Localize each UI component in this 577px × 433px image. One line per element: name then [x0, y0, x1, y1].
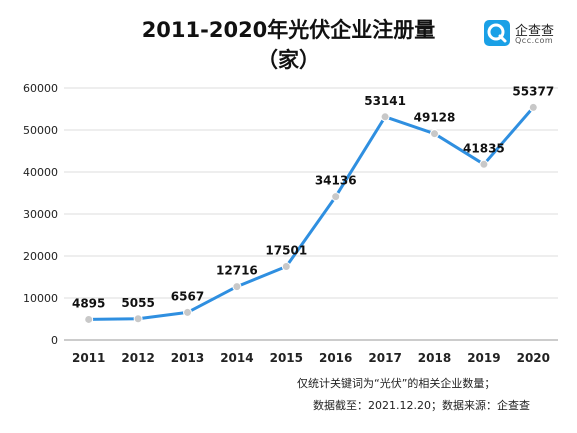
x-tick-label: 2018	[418, 351, 451, 365]
data-point	[479, 159, 489, 169]
grid-lines	[64, 87, 558, 341]
footnote-scope: 仅统计关键词为“光伏”的相关企业数量；	[297, 377, 496, 390]
x-tick-label: 2016	[319, 351, 352, 365]
qcc-logo: 企查查 Qcc.com	[484, 19, 568, 49]
x-tick-label: 2017	[368, 351, 401, 365]
data-point	[331, 192, 341, 202]
y-tick-label: 30000	[23, 208, 58, 221]
y-tick-label: 50000	[23, 124, 58, 137]
y-tick-label: 10000	[23, 292, 58, 305]
data-point	[430, 129, 439, 139]
chart-subtitle: （家）	[257, 48, 320, 72]
x-axis-ticks: 2011 2012 2013 2014 2015 2016 2017 2018 2019 2020	[72, 351, 550, 365]
x-tick-label: 2014	[220, 351, 253, 365]
qcc-logo-icon	[484, 20, 510, 46]
logo-domain: Qcc.com	[515, 36, 554, 45]
chart-title: 2011-2020年光伏企业注册量	[141, 18, 436, 42]
y-tick-label: 0	[51, 334, 58, 347]
y-tick-label: 40000	[23, 166, 58, 179]
y-tick-label: 60000	[23, 82, 58, 95]
data-label: 6567	[171, 289, 204, 303]
data-point	[183, 307, 192, 317]
x-tick-label: 2012	[121, 351, 154, 365]
data-labels: 4895 5055 6567 12716 17501 34136 53141 49128 418…	[72, 84, 554, 310]
logo-name: 企查查	[515, 24, 555, 39]
x-tick-label: 2011	[72, 351, 105, 365]
x-tick-label: 2013	[171, 351, 204, 365]
data-label: 34136	[315, 174, 357, 188]
data-point	[380, 112, 390, 122]
data-label: 53141	[364, 94, 406, 108]
data-label: 41835	[463, 141, 505, 155]
data-point	[528, 102, 538, 112]
data-point	[133, 314, 143, 324]
data-points	[84, 102, 538, 324]
y-axis-ticks: 0 10000 20000 30000 40000 50000 60000	[23, 82, 58, 347]
footnote-source: 数据截至：2021.12.20；数据来源：企查查	[313, 399, 530, 412]
data-label: 17501	[265, 243, 307, 257]
data-point	[281, 261, 291, 271]
x-tick-label: 2015	[270, 351, 303, 365]
x-tick-label: 2019	[467, 351, 500, 365]
y-tick-label: 20000	[23, 250, 58, 263]
data-label: 4895	[72, 296, 105, 310]
x-tick-label: 2020	[517, 351, 550, 365]
data-label: 55377	[512, 84, 554, 98]
data-label: 5055	[121, 296, 154, 310]
series-line	[88, 106, 535, 321]
data-label: 49128	[414, 111, 456, 125]
data-point	[232, 282, 242, 292]
data-point	[84, 314, 94, 324]
data-label: 12716	[216, 264, 258, 278]
